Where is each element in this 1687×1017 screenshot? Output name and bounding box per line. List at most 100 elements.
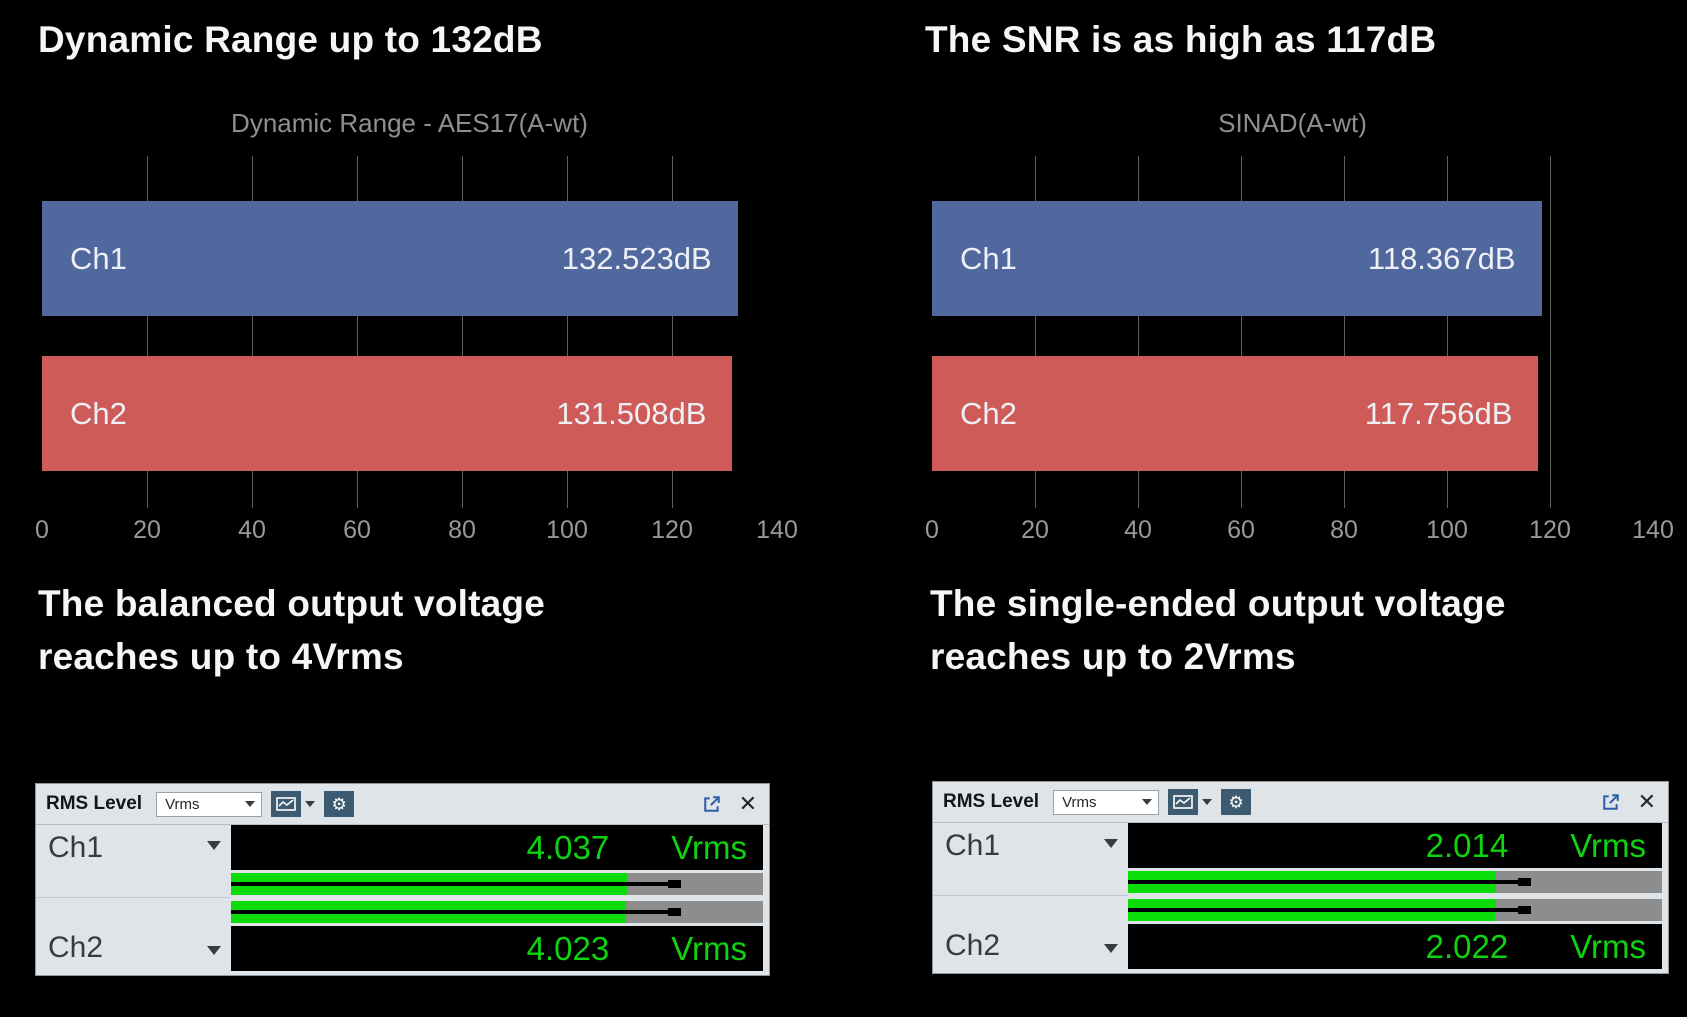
bar-ch1: Ch1 132.523dB: [42, 201, 738, 316]
heading-line: reaches up to 2Vrms: [930, 635, 1296, 677]
meter-header: RMS Level Vrms ⚙ ✕: [36, 784, 769, 825]
bar-value-label: 117.756dB: [1364, 395, 1513, 431]
plot-area: Ch1 118.367dB Ch2 117.756dB: [932, 156, 1653, 508]
gridline: [567, 156, 568, 508]
gridline: [1447, 156, 1448, 508]
x-tick-label: 100: [1426, 516, 1468, 544]
meter-title: RMS Level: [46, 793, 143, 814]
channel-label: Ch1: [945, 829, 1001, 862]
readout-ch2: 2.022 Vrms: [1128, 924, 1662, 969]
readout-value: 2.022: [1425, 927, 1509, 965]
settings-button[interactable]: ⚙: [324, 791, 355, 817]
level-bar-ch2: [231, 901, 763, 923]
readout-unit: Vrms: [671, 929, 747, 967]
meter-graph-icon: [1173, 795, 1193, 809]
bar-value-label: 132.523dB: [561, 240, 712, 276]
x-tick-label: 80: [448, 516, 476, 544]
settings-button[interactable]: ⚙: [1221, 789, 1252, 815]
x-tick-label: 120: [651, 516, 693, 544]
meter-body: Ch1 2.014 Vrms Ch2 2.022 Vrms: [933, 823, 1668, 973]
channel-content: 4.023 Vrms: [231, 898, 763, 971]
bar-ch2: Ch2 131.508dB: [42, 356, 733, 471]
peak-indicator: [231, 908, 681, 916]
level-bar-ch1: [231, 873, 763, 895]
chevron-down-icon: [207, 946, 221, 955]
channel-label: Ch2: [48, 931, 104, 964]
popout-button[interactable]: [703, 795, 721, 813]
x-tick-label: 120: [1529, 516, 1571, 544]
x-tick-label: 20: [133, 516, 161, 544]
channel-label: Ch2: [945, 929, 1001, 962]
gridline: [1344, 156, 1345, 508]
channel-content: 2.022 Vrms: [1128, 896, 1662, 969]
channel-content: 4.037 Vrms: [231, 825, 763, 898]
level-bar-ch1: [1128, 871, 1662, 893]
bar-ch1: Ch1 118.367dB: [932, 201, 1542, 316]
readout-value: 4.037: [526, 828, 610, 866]
plot-area: Ch1 132.523dB Ch2 131.508dB: [42, 156, 777, 508]
chart-sinad: SINAD(A-wt) Ch1 118.367dB Ch2 117.756dB 0 20…: [925, 108, 1674, 556]
channel-selector-ch1[interactable]: Ch1: [933, 823, 1128, 896]
unit-dropdown[interactable]: Vrms: [1053, 789, 1160, 815]
meter-title: RMS Level: [943, 791, 1040, 812]
peak-indicator: [231, 880, 681, 888]
channel-selector-ch1[interactable]: Ch1: [36, 825, 231, 898]
chart-dynamic-range: Dynamic Range - AES17(A-wt) Ch1 132.523dB…: [35, 108, 798, 556]
channel-label: Ch1: [48, 831, 104, 864]
readout-ch1: 2.014 Vrms: [1128, 823, 1662, 868]
bar-ch2: Ch2 117.756dB: [932, 356, 1539, 471]
unit-dropdown[interactable]: Vrms: [156, 791, 263, 817]
chart-title: Dynamic Range - AES17(A-wt): [231, 108, 588, 138]
readout-unit: Vrms: [1570, 826, 1646, 864]
close-button[interactable]: ✕: [738, 791, 757, 816]
x-tick-label: 60: [1227, 516, 1255, 544]
readout-ch2: 4.023 Vrms: [231, 926, 763, 971]
chevron-down-icon: [1104, 944, 1118, 953]
chevron-down-icon[interactable]: [1202, 799, 1213, 805]
x-tick-label: 40: [238, 516, 266, 544]
gridline: [147, 156, 148, 508]
x-tick-label: 0: [925, 516, 939, 544]
meter-body: Ch1 4.037 Vrms Ch2 4.023 Vrms: [36, 825, 769, 975]
meter-display-button[interactable]: [1168, 789, 1199, 815]
readout-value: 4.023: [526, 929, 610, 967]
chevron-down-icon: [1104, 839, 1118, 848]
rms-meter-single-ended: RMS Level Vrms ⚙ ✕ Ch1: [932, 781, 1669, 974]
gridline: [1035, 156, 1036, 508]
heading-line: reaches up to 4Vrms: [38, 635, 404, 677]
x-tick-label: 40: [1124, 516, 1152, 544]
gear-icon: ⚙: [331, 794, 347, 814]
gridline: [462, 156, 463, 508]
gear-icon: ⚙: [1228, 792, 1244, 812]
readout-ch1: 4.037 Vrms: [231, 825, 763, 870]
rms-meter-balanced: RMS Level Vrms ⚙ ✕ Ch1: [35, 783, 770, 976]
channel-selector-ch2[interactable]: Ch2: [933, 896, 1128, 969]
x-axis: 0 20 40 60 80 100 120 140: [925, 516, 1674, 548]
x-tick-label: 20: [1021, 516, 1049, 544]
readout-unit: Vrms: [1570, 927, 1646, 965]
heading-balanced-output: The balanced output voltage reaches up to…: [38, 578, 545, 683]
bar-value-label: 131.508dB: [556, 395, 707, 431]
meter-graph-icon: [276, 797, 296, 811]
chart-title: SINAD(A-wt): [1218, 108, 1367, 138]
heading-line: The single-ended output voltage: [930, 583, 1506, 624]
chevron-down-icon[interactable]: [305, 801, 316, 807]
gridline: [357, 156, 358, 508]
level-bar-ch2: [1128, 899, 1662, 921]
unit-dropdown-value: Vrms: [165, 795, 200, 813]
close-button[interactable]: ✕: [1637, 789, 1656, 814]
bar-category-label: Ch1: [70, 240, 127, 276]
chevron-down-icon: [245, 801, 256, 807]
bar-category-label: Ch2: [960, 395, 1017, 431]
meter-display-button[interactable]: [271, 791, 302, 817]
x-tick-label: 80: [1330, 516, 1358, 544]
x-tick-label: 0: [35, 516, 49, 544]
bar-category-label: Ch2: [70, 395, 127, 431]
heading-single-ended-output: The single-ended output voltage reaches u…: [930, 578, 1506, 683]
channel-selector-ch2[interactable]: Ch2: [36, 898, 231, 971]
gridline: [1241, 156, 1242, 508]
x-tick-label: 100: [546, 516, 588, 544]
popout-icon: [1602, 794, 1619, 810]
popout-button[interactable]: [1602, 793, 1620, 811]
